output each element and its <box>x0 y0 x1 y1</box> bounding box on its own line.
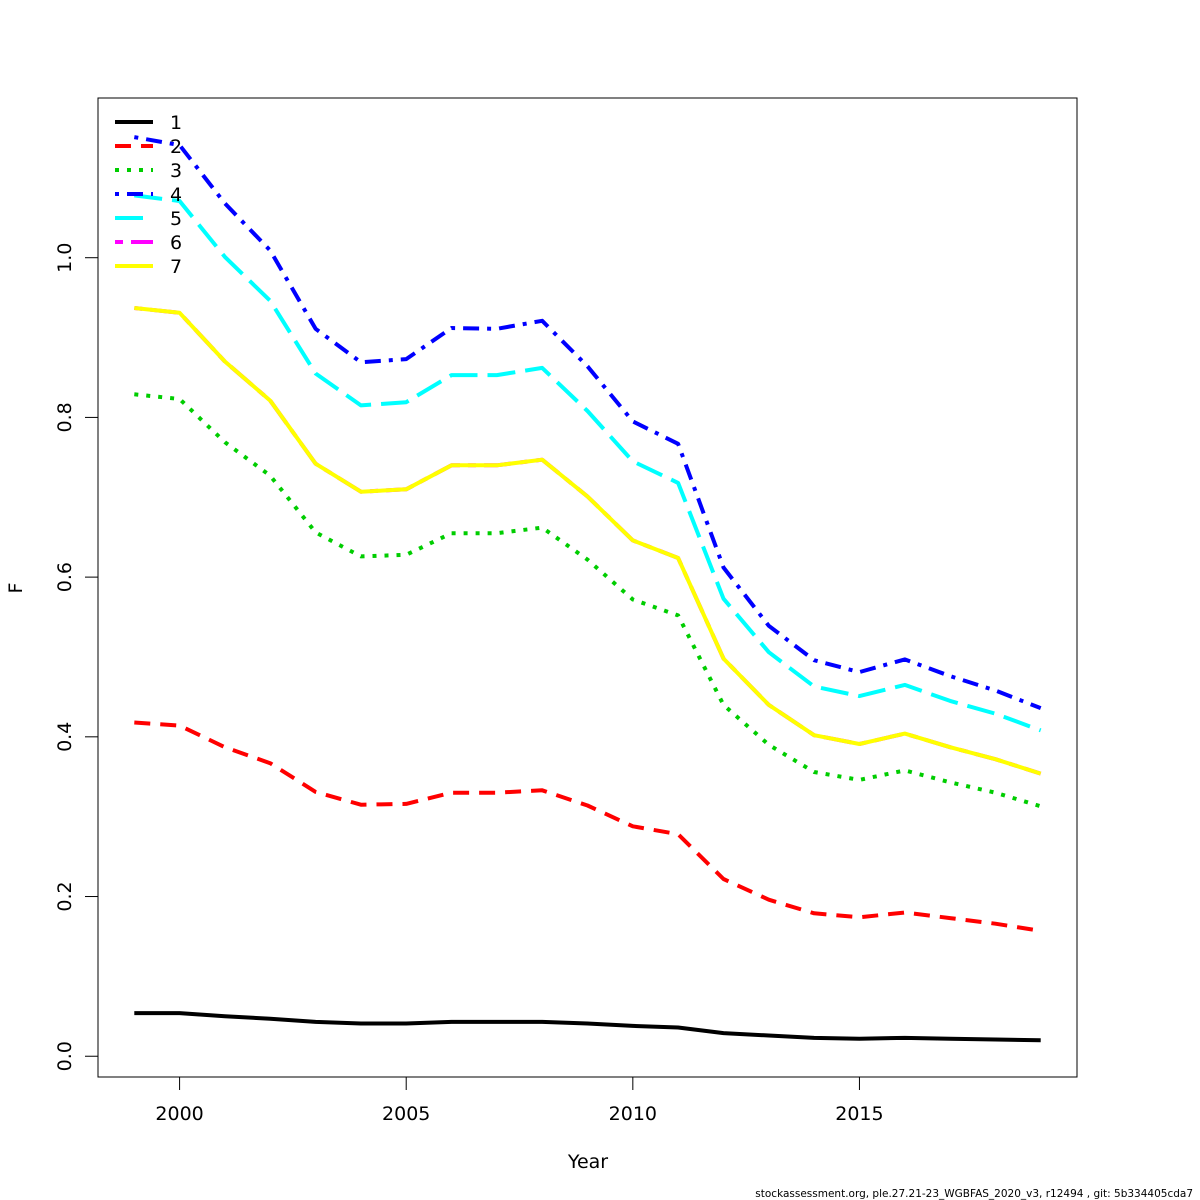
series-line-2 <box>134 720 1042 933</box>
y-tick-label: 0.2 <box>54 881 76 911</box>
legend-label-5: 5 <box>170 208 182 230</box>
x-tick-label: 2010 <box>609 1103 657 1125</box>
plot-frame <box>97 97 1078 1078</box>
x-tick-label: 2000 <box>155 1103 203 1125</box>
y-tick-label: 0.6 <box>54 562 76 592</box>
legend-label-6: 6 <box>170 232 182 254</box>
footer-text: stockassessment.org, ple.27.21-23_WGBFAS… <box>755 1188 1193 1200</box>
legend-label-4: 4 <box>170 184 182 206</box>
series-line-6 <box>134 306 1042 776</box>
series-layer <box>133 135 1042 1043</box>
series-line-4 <box>133 135 1042 710</box>
legend-label-3: 3 <box>170 160 182 182</box>
legend-label-7: 7 <box>170 256 182 278</box>
x-axis: 2000 2005 2010 2015 <box>155 1076 884 1125</box>
series-line-3 <box>134 392 1042 809</box>
y-tick-label: 0.8 <box>54 402 76 432</box>
series-line-5 <box>134 193 1042 733</box>
x-tick-label: 2005 <box>382 1103 430 1125</box>
y-tick-label: 0.4 <box>54 722 76 752</box>
y-axis-label: F <box>5 583 27 594</box>
series-line-1 <box>134 1011 1041 1043</box>
x-tick-label: 2015 <box>835 1103 883 1125</box>
y-tick-label: 0.0 <box>54 1041 76 1071</box>
series-line-7 <box>134 306 1042 776</box>
legend-label-2: 2 <box>170 136 182 158</box>
y-axis: 0.0 0.2 0.4 0.6 0.8 1.0 <box>54 243 99 1071</box>
y-tick-label: 1.0 <box>54 243 76 273</box>
x-axis-label: Year <box>567 1151 608 1173</box>
legend-label-1: 1 <box>170 112 182 134</box>
